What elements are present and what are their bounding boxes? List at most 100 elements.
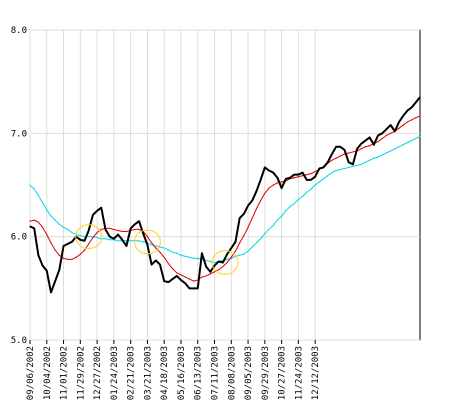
series-2-point [58,254,60,256]
series-1-point [268,169,270,172]
y-tick-label: 6.0 [11,233,27,243]
series-3-point [192,257,195,259]
series-2-point [398,127,400,129]
series-2-point [184,276,186,278]
series-1-point [167,281,169,283]
series-2-point [406,121,409,123]
series-2-point [134,228,136,231]
series-3-point [285,210,287,212]
series-3-point [364,161,367,163]
series-3-point [260,238,262,240]
series-2-point [260,199,262,202]
series-3-point [373,157,375,159]
series-3-point [411,139,413,142]
x-tick-label: 11/01/2002 [60,346,70,400]
x-tick-label: 07/11/2003 [211,346,221,400]
series-1-point [247,205,249,207]
series-2-point [96,231,98,234]
series-3-point [339,168,341,171]
series-1-point [377,134,379,136]
series-1-point [117,234,119,236]
series-3-point [83,236,86,238]
series-2-point [125,230,128,233]
series-2-point [364,146,367,148]
series-1-point [218,260,220,263]
series-1-point [251,199,253,202]
series-3-point [390,150,392,152]
x-tick-label: 12/12/2003 [311,346,321,400]
series-1-point [184,282,186,284]
series-2-point [71,258,73,260]
series-1-point [138,220,140,222]
series-3-point [301,195,304,197]
series-3-point [281,215,283,217]
x-axis-ticks: 09/06/2002 10/04/2002 11/01/2002 11/29/2002… [26,340,321,400]
x-tick-label: 09/06/2002 [26,346,36,400]
series-2-point [138,228,140,231]
series-2-point [171,268,174,270]
series-3-point [369,159,371,161]
series-3-point [394,148,396,150]
series-1-point [276,177,279,179]
series-1-point [171,278,174,280]
series-1-point [58,269,60,271]
x-tick-label: 06/13/2003 [194,346,204,400]
series-1-point [406,110,409,112]
series-1-point [411,106,413,109]
series-2-point [121,230,123,233]
series-1-point [243,213,245,215]
series-3-point [184,255,186,257]
y-tick-label: 7.0 [11,129,27,139]
series-2-point [276,182,279,184]
x-tick-label: 05/16/2003 [177,346,187,400]
series-3-point [151,244,153,246]
series-1-point [390,124,392,126]
series-3-point [268,228,270,231]
series-3-point [171,251,174,253]
series-2-point [92,237,94,239]
series-3-point [327,175,329,177]
series-3-point [62,226,65,228]
series-3-point [239,254,241,256]
series-3-point [289,206,291,208]
series-2-point [117,229,119,232]
series-line-1 [29,96,421,294]
x-tick-label: 09/29/2003 [261,346,271,400]
series-1-point [306,179,308,181]
series-3-point [188,256,190,258]
series-2-point [180,274,182,276]
series-2-point [159,251,161,253]
series-1-point [37,254,39,256]
x-gridlines [29,30,316,340]
series-2-point [339,155,341,157]
series-3-point [276,219,279,221]
series-3-point [226,258,228,260]
series-1-point [285,178,287,180]
series-1-point [104,228,107,231]
x-tick-label: 02/21/2003 [127,346,137,400]
series-2-point [381,137,383,140]
series-3-point [155,245,157,247]
series-2-point [281,181,283,183]
series-1-point [109,236,111,238]
series-1-point [159,263,161,266]
series-1-point [222,261,224,264]
series-1-point [146,244,149,246]
series-1-point [322,166,325,169]
series-1-point [264,166,266,169]
series-1-point [255,190,258,192]
y-axis-ticks: 5.0 6.0 7.0 8.0 [11,26,27,346]
series-1-point [125,245,128,247]
x-tick-label: 11/29/2002 [76,346,86,400]
series-2-point [390,132,392,134]
series-1-point [318,167,320,170]
series-3-point [272,224,274,226]
series-3-point [419,135,421,138]
series-1-point [88,229,90,232]
series-2-point [247,226,249,228]
series-3-point [54,219,56,221]
series-2-point [79,253,81,255]
series-2-point [205,275,207,277]
series-3-point [381,154,383,156]
